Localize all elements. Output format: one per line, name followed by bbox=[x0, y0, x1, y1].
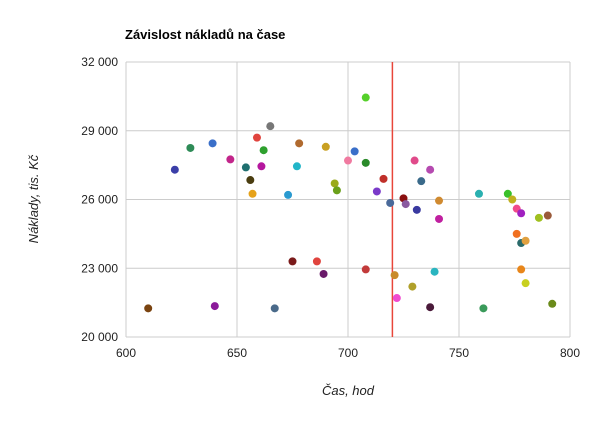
data-point bbox=[266, 122, 275, 131]
data-points bbox=[144, 93, 557, 313]
data-point bbox=[246, 176, 255, 185]
data-point bbox=[503, 189, 512, 198]
data-point bbox=[379, 174, 388, 183]
x-tick-label: 750 bbox=[449, 346, 469, 360]
data-point bbox=[512, 229, 521, 238]
data-point bbox=[430, 267, 439, 276]
data-point bbox=[521, 236, 530, 245]
x-tick-labels: 600 650 700 750 800 bbox=[116, 346, 580, 360]
y-tick-label: 23 000 bbox=[81, 261, 118, 275]
y-tick-labels: 20 000 23 000 26 000 29 000 32 000 bbox=[81, 55, 118, 344]
data-point bbox=[330, 179, 339, 188]
data-point bbox=[252, 133, 261, 142]
x-tick-label: 700 bbox=[338, 346, 358, 360]
data-point bbox=[321, 142, 330, 151]
data-point bbox=[390, 271, 399, 280]
data-point bbox=[350, 147, 359, 156]
data-point bbox=[386, 198, 395, 207]
x-axis-title: Čas, hod bbox=[322, 383, 375, 398]
y-tick-label: 32 000 bbox=[81, 55, 118, 69]
data-point bbox=[521, 279, 530, 288]
x-tick-label: 800 bbox=[560, 346, 580, 360]
x-tick-label: 650 bbox=[227, 346, 247, 360]
data-point bbox=[479, 304, 488, 313]
data-point bbox=[208, 139, 217, 148]
y-tick-label: 29 000 bbox=[81, 124, 118, 138]
data-point bbox=[292, 162, 301, 171]
data-point bbox=[344, 156, 352, 165]
data-point bbox=[186, 143, 195, 152]
data-point bbox=[170, 165, 179, 174]
data-point bbox=[248, 189, 257, 198]
data-point bbox=[517, 209, 526, 218]
grid-lines bbox=[125, 61, 571, 338]
x-tick-label: 600 bbox=[116, 346, 136, 360]
data-point bbox=[332, 186, 341, 195]
data-point bbox=[210, 302, 219, 311]
data-point bbox=[517, 265, 526, 274]
data-point bbox=[257, 162, 266, 171]
data-point bbox=[534, 213, 543, 222]
data-point bbox=[312, 257, 321, 266]
data-point bbox=[543, 211, 552, 220]
data-point bbox=[144, 304, 153, 313]
y-tick-label: 20 000 bbox=[81, 330, 118, 344]
y-tick-label: 26 000 bbox=[81, 193, 118, 207]
data-point bbox=[361, 265, 370, 274]
data-point bbox=[426, 165, 435, 174]
data-point bbox=[401, 200, 410, 209]
data-point bbox=[361, 158, 370, 167]
data-point bbox=[435, 214, 444, 223]
data-point bbox=[548, 299, 557, 308]
data-point bbox=[226, 155, 235, 164]
data-point bbox=[426, 303, 435, 312]
data-point bbox=[392, 294, 401, 303]
data-point bbox=[372, 187, 381, 196]
data-point bbox=[288, 257, 297, 266]
data-point bbox=[474, 189, 483, 198]
data-point bbox=[412, 205, 421, 214]
data-point bbox=[408, 282, 417, 291]
chart-title: Závislost nákladů na čase bbox=[125, 27, 285, 42]
data-point bbox=[241, 163, 250, 172]
y-axis-title: Náklady, tis. Kč bbox=[26, 154, 41, 243]
data-point bbox=[508, 195, 517, 204]
data-point bbox=[435, 196, 444, 205]
data-point bbox=[410, 156, 419, 165]
data-point bbox=[270, 304, 279, 313]
data-point bbox=[417, 177, 426, 186]
data-point bbox=[295, 139, 304, 148]
data-point bbox=[259, 146, 268, 155]
data-point bbox=[319, 269, 328, 278]
data-point bbox=[284, 190, 293, 199]
data-point bbox=[361, 93, 370, 102]
